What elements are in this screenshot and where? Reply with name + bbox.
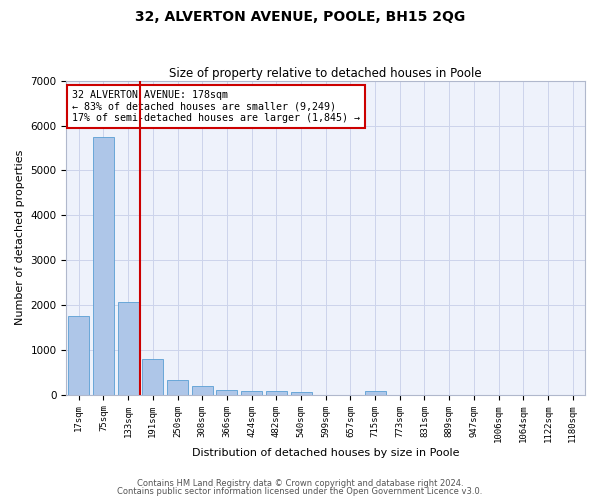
Bar — [93, 136, 114, 394]
Text: 32 ALVERTON AVENUE: 178sqm
← 83% of detached houses are smaller (9,249)
17% of s: 32 ALVERTON AVENUE: 178sqm ← 83% of deta… — [71, 90, 359, 124]
Bar — [290, 392, 311, 394]
Bar — [68, 316, 89, 394]
Text: Contains HM Land Registry data © Crown copyright and database right 2024.: Contains HM Land Registry data © Crown c… — [137, 478, 463, 488]
X-axis label: Distribution of detached houses by size in Poole: Distribution of detached houses by size … — [192, 448, 460, 458]
Bar — [142, 358, 163, 394]
Bar — [241, 390, 262, 394]
Bar — [167, 380, 188, 394]
Bar — [217, 390, 238, 394]
Bar — [266, 391, 287, 394]
Y-axis label: Number of detached properties: Number of detached properties — [15, 150, 25, 326]
Text: 32, ALVERTON AVENUE, POOLE, BH15 2QG: 32, ALVERTON AVENUE, POOLE, BH15 2QG — [135, 10, 465, 24]
Bar — [365, 390, 386, 394]
Bar — [192, 386, 213, 394]
Text: Contains public sector information licensed under the Open Government Licence v3: Contains public sector information licen… — [118, 487, 482, 496]
Title: Size of property relative to detached houses in Poole: Size of property relative to detached ho… — [169, 66, 482, 80]
Bar — [118, 302, 139, 394]
